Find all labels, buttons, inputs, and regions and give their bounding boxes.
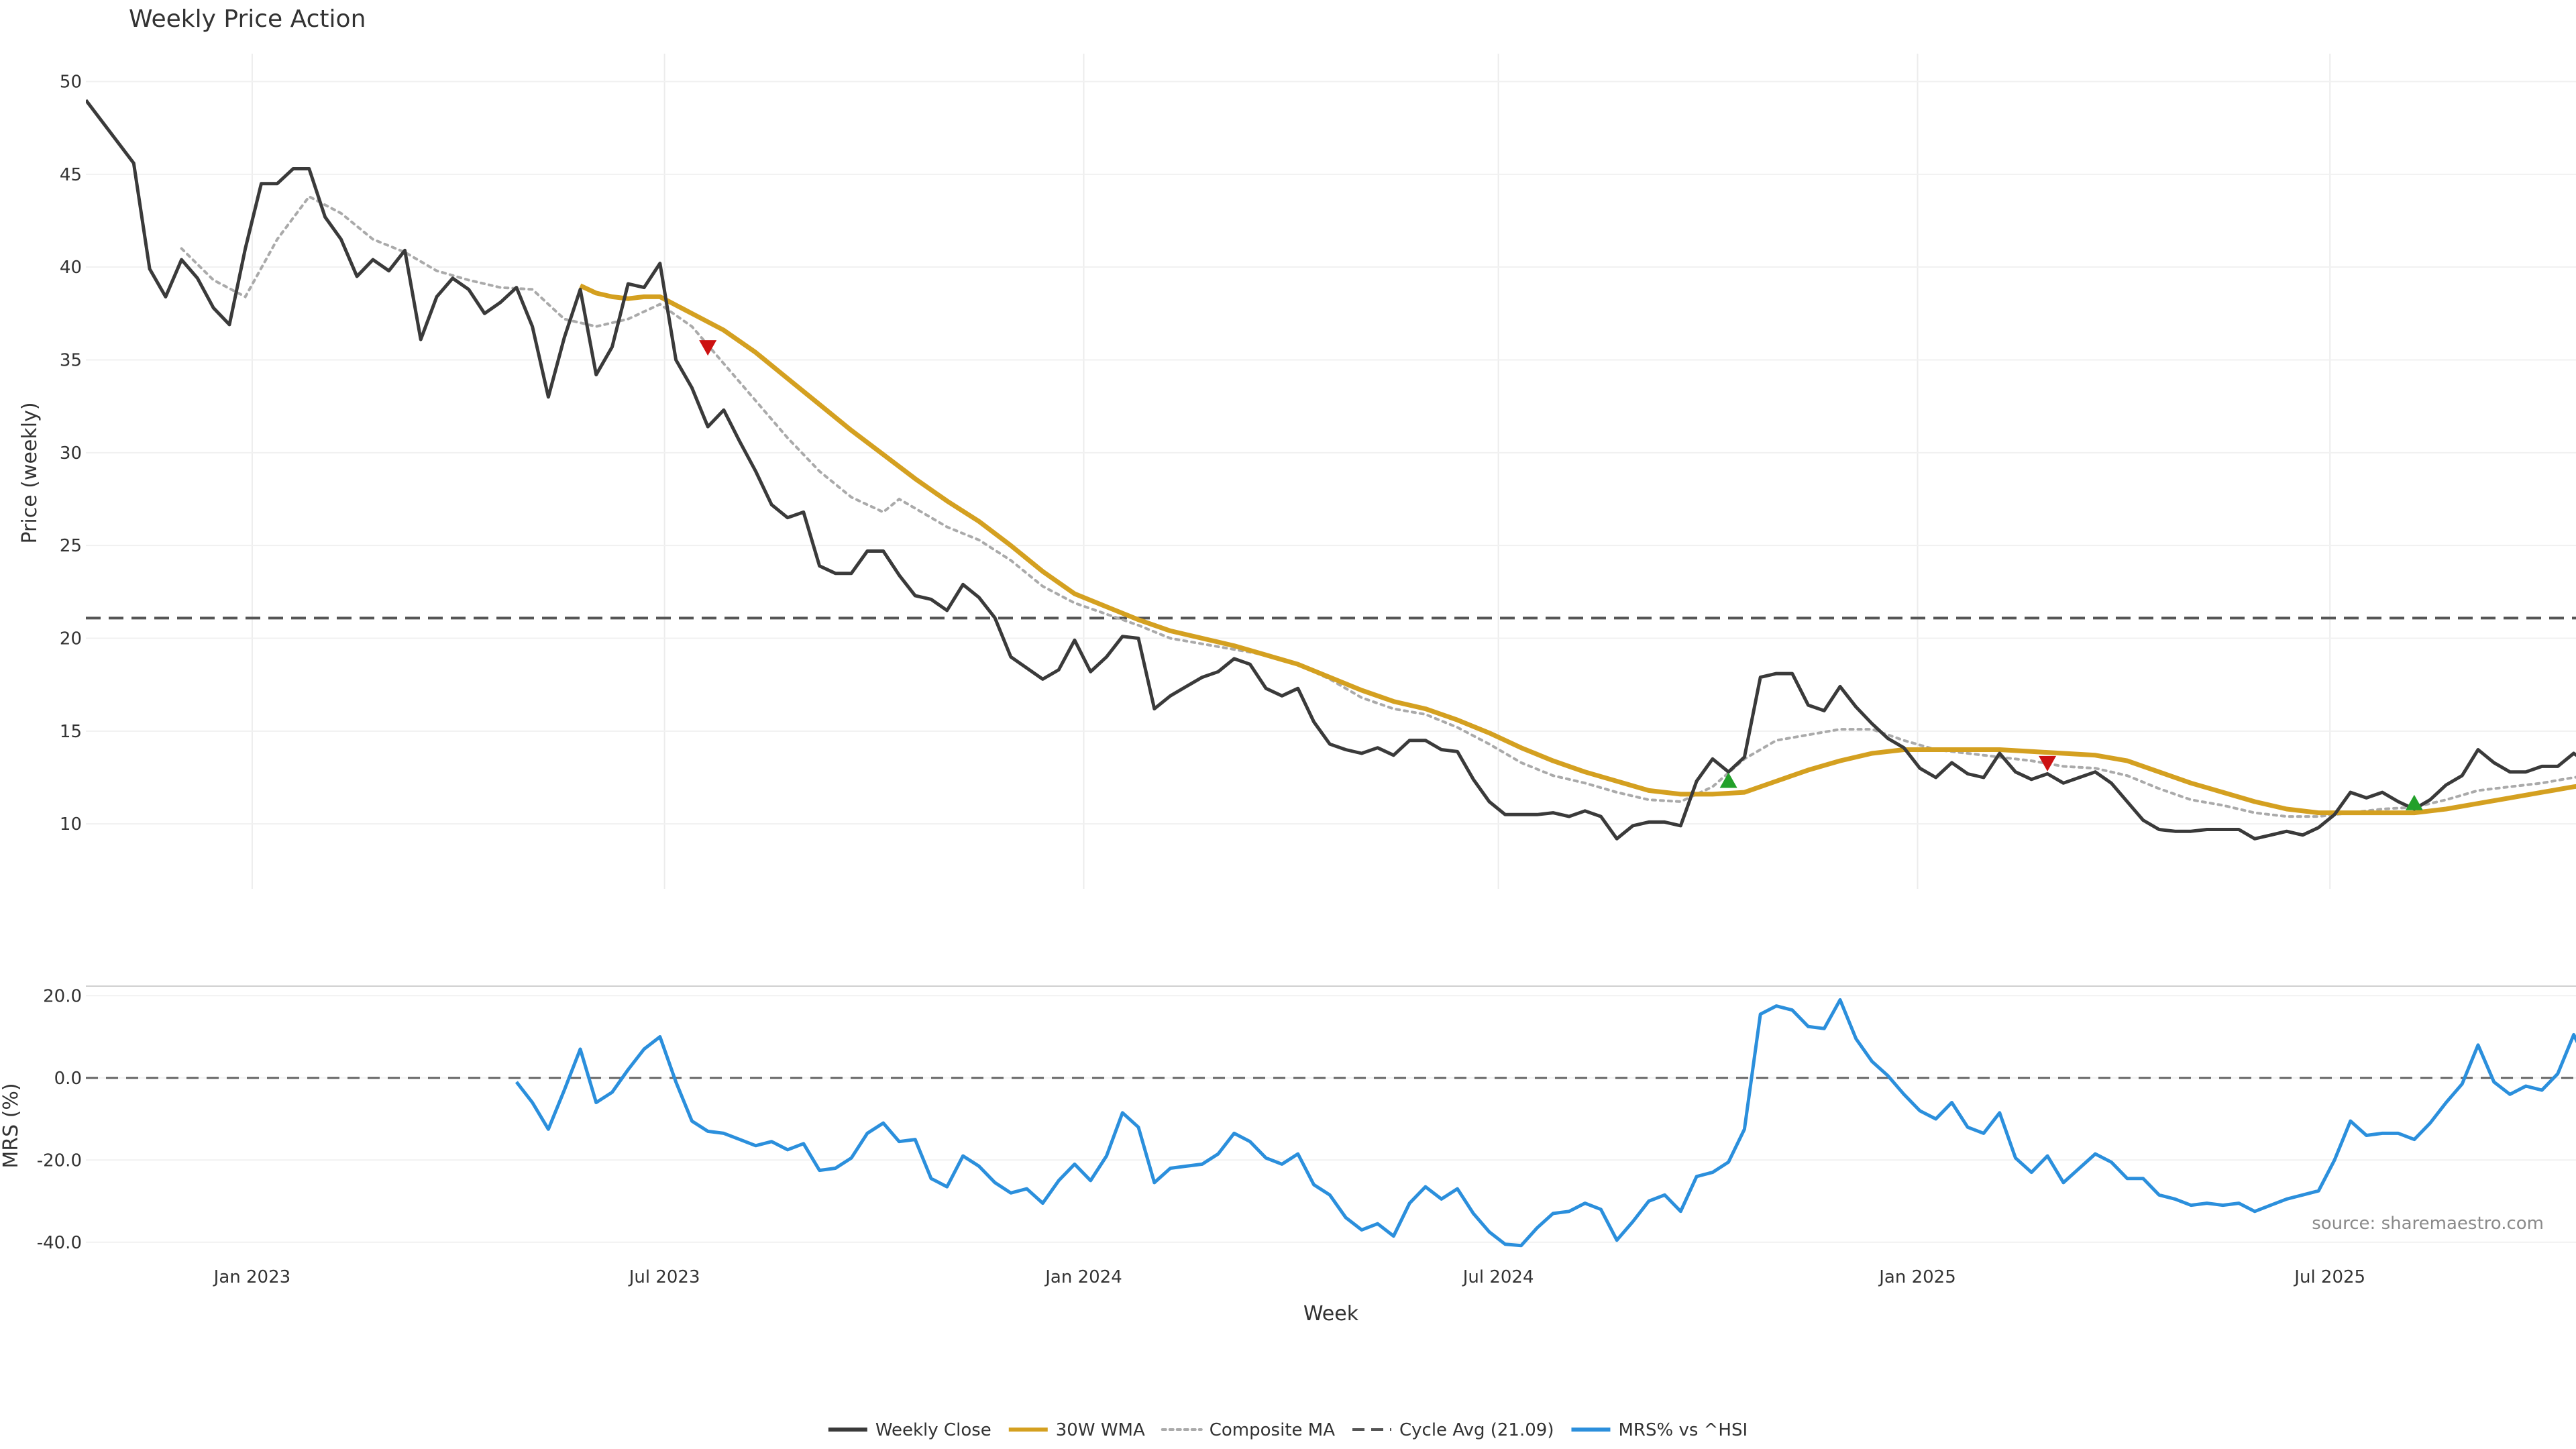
legend-label: Composite MA <box>1210 1420 1335 1440</box>
mrs-y-tick-label: -20.0 <box>37 1150 82 1171</box>
price-y-tick-label: 50 <box>60 72 82 93</box>
legend-label: Cycle Avg (21.09) <box>1399 1420 1554 1440</box>
mrs-y-tick-label: 0.0 <box>54 1069 82 1089</box>
price-y-tick-label: 30 <box>60 443 82 464</box>
x-tick-label: Jul 2023 <box>628 1267 700 1287</box>
price-y-tick-label: 35 <box>60 351 82 371</box>
price-y-tick-label: 10 <box>60 814 82 835</box>
mrs-y-tick-label: 20.0 <box>43 986 82 1006</box>
composite-ma-line <box>180 195 2576 818</box>
buy-signal-marker <box>1719 772 1737 788</box>
x-axis-title: Week <box>1303 1302 1359 1326</box>
legend-item: Weekly Close <box>828 1420 991 1440</box>
x-tick-label: Jan 2024 <box>1044 1267 1122 1287</box>
sell-signal-marker <box>699 340 717 356</box>
legend-item: Cycle Avg (21.09) <box>1352 1420 1554 1440</box>
legend-label: Weekly Close <box>875 1420 991 1440</box>
x-tick-label: Jan 2025 <box>1878 1267 1956 1287</box>
sell-signal-marker <box>2039 755 2057 771</box>
weekly-close-line <box>86 99 2576 841</box>
x-gridlines <box>251 54 2331 889</box>
price-y-tick-label: 20 <box>60 629 82 649</box>
buy-signal-marker <box>2405 794 2423 810</box>
price-y-axis-title: Price (weekly) <box>18 402 42 543</box>
price-y-gridlines <box>86 80 2576 825</box>
price-y-tick-label: 45 <box>60 165 82 185</box>
price-y-tick-label: 40 <box>60 258 82 278</box>
legend-label: MRS% vs ^HSI <box>1618 1420 1748 1440</box>
mrs-y-tick-label: -40.0 <box>37 1233 82 1253</box>
legend: Weekly Close 30W WMA Composite MA Cycle Avg… <box>828 1420 1748 1440</box>
price-y-tick-label: 25 <box>60 536 82 556</box>
mrs-y-tick-labels: 20.0 0.0 -20.0 -40.0 <box>37 986 82 1253</box>
mrs-y-axis-title: MRS (%) <box>0 1083 23 1168</box>
wma-30w-line <box>579 283 2576 816</box>
x-tick-labels: Jan 2023 Jul 2023 Jan 2024 Jul 2024 Jan 2025… <box>213 1267 2365 1287</box>
price-y-tick-labels: 10 15 20 25 30 35 40 45 50 <box>60 72 82 835</box>
legend-label: 30W WMA <box>1056 1420 1145 1440</box>
signal-markers <box>699 340 2423 810</box>
x-tick-label: Jul 2025 <box>2293 1267 2365 1287</box>
legend-item: 30W WMA <box>1008 1420 1145 1440</box>
x-tick-label: Jul 2024 <box>1462 1267 1534 1287</box>
x-tick-label: Jan 2023 <box>213 1267 291 1287</box>
chart-title: Weekly Price Action <box>129 5 366 33</box>
legend-item: Composite MA <box>1161 1420 1335 1440</box>
source-note: source: sharemaestro.com <box>2312 1214 2544 1234</box>
mrs-line <box>515 998 2576 1248</box>
legend-item: MRS% vs ^HSI <box>1571 1420 1748 1440</box>
price-y-tick-label: 15 <box>60 722 82 742</box>
